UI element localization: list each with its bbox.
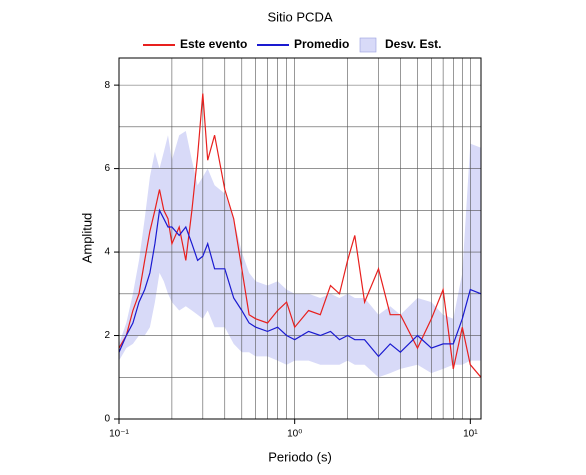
x-tick-label: 10⁰ <box>287 429 302 440</box>
x-axis-label: Periodo (s) <box>268 449 332 464</box>
series-line <box>118 93 482 378</box>
y-tick-label: 8 <box>104 80 110 91</box>
chart-title: Sitio PCDA <box>267 9 332 24</box>
plot-frame <box>118 57 482 420</box>
y-tick-label: 0 <box>104 414 110 425</box>
std-band <box>119 131 481 378</box>
series-line <box>118 208 482 358</box>
y-tick-label: 4 <box>104 247 110 258</box>
y-axis-label: Amplitud <box>79 213 94 264</box>
legend-label: Desv. Est. <box>385 37 441 51</box>
legend-label: Este evento <box>180 37 247 51</box>
y-tick-label: 2 <box>104 330 110 341</box>
legend-swatch <box>359 37 377 53</box>
y-tick-label: 6 <box>104 163 110 174</box>
x-tick-label: 10⁻¹ <box>109 429 129 440</box>
legend-label: Promedio <box>294 37 349 51</box>
x-tick-label: 10¹ <box>463 429 478 440</box>
